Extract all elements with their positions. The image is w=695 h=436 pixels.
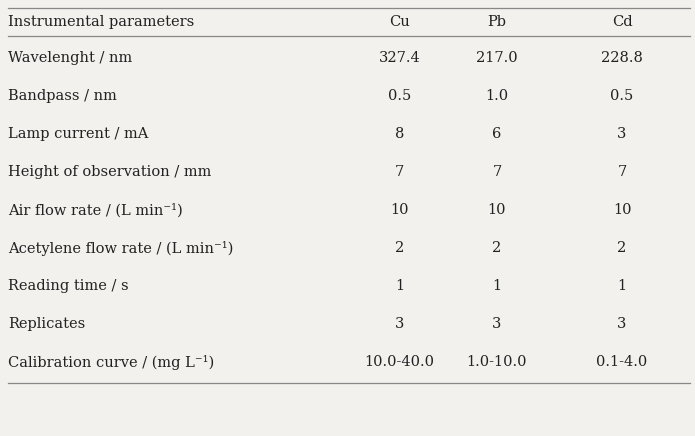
- Text: Cu: Cu: [389, 15, 410, 29]
- Text: 3: 3: [395, 317, 404, 331]
- Text: 10: 10: [613, 203, 631, 217]
- Text: 3: 3: [617, 317, 627, 331]
- Text: 0.5: 0.5: [610, 89, 634, 103]
- Text: Wavelenght / nm: Wavelenght / nm: [8, 51, 133, 65]
- Text: Cd: Cd: [612, 15, 632, 29]
- Text: 3: 3: [492, 317, 502, 331]
- Text: 2: 2: [492, 241, 502, 255]
- Text: Air flow rate / (L min⁻¹): Air flow rate / (L min⁻¹): [8, 203, 183, 217]
- Text: 8: 8: [395, 127, 404, 141]
- Text: 1.0-10.0: 1.0-10.0: [466, 355, 528, 369]
- Text: 1: 1: [492, 279, 502, 293]
- Text: Replicates: Replicates: [8, 317, 85, 331]
- Text: 7: 7: [617, 165, 627, 179]
- Text: 0.5: 0.5: [388, 89, 411, 103]
- Text: 327.4: 327.4: [379, 51, 420, 65]
- Text: 7: 7: [395, 165, 404, 179]
- Text: 1: 1: [395, 279, 404, 293]
- Text: 2: 2: [617, 241, 627, 255]
- Text: Height of observation / mm: Height of observation / mm: [8, 165, 212, 179]
- Text: 10.0-40.0: 10.0-40.0: [365, 355, 434, 369]
- Text: 217.0: 217.0: [476, 51, 518, 65]
- Text: 3: 3: [617, 127, 627, 141]
- Text: 7: 7: [492, 165, 502, 179]
- Text: 2: 2: [395, 241, 404, 255]
- Text: 6: 6: [492, 127, 502, 141]
- Text: Acetylene flow rate / (L min⁻¹): Acetylene flow rate / (L min⁻¹): [8, 241, 234, 255]
- Text: 1: 1: [617, 279, 627, 293]
- Text: Lamp current / mA: Lamp current / mA: [8, 127, 149, 141]
- Text: 10: 10: [488, 203, 506, 217]
- Text: 228.8: 228.8: [601, 51, 643, 65]
- Text: Bandpass / nm: Bandpass / nm: [8, 89, 117, 103]
- Text: 0.1-4.0: 0.1-4.0: [596, 355, 648, 369]
- Text: Instrumental parameters: Instrumental parameters: [8, 15, 195, 29]
- Text: Calibration curve / (mg L⁻¹): Calibration curve / (mg L⁻¹): [8, 354, 215, 369]
- Text: 1.0: 1.0: [485, 89, 509, 103]
- Text: Pb: Pb: [487, 15, 507, 29]
- Text: 10: 10: [391, 203, 409, 217]
- Text: Reading time / s: Reading time / s: [8, 279, 129, 293]
